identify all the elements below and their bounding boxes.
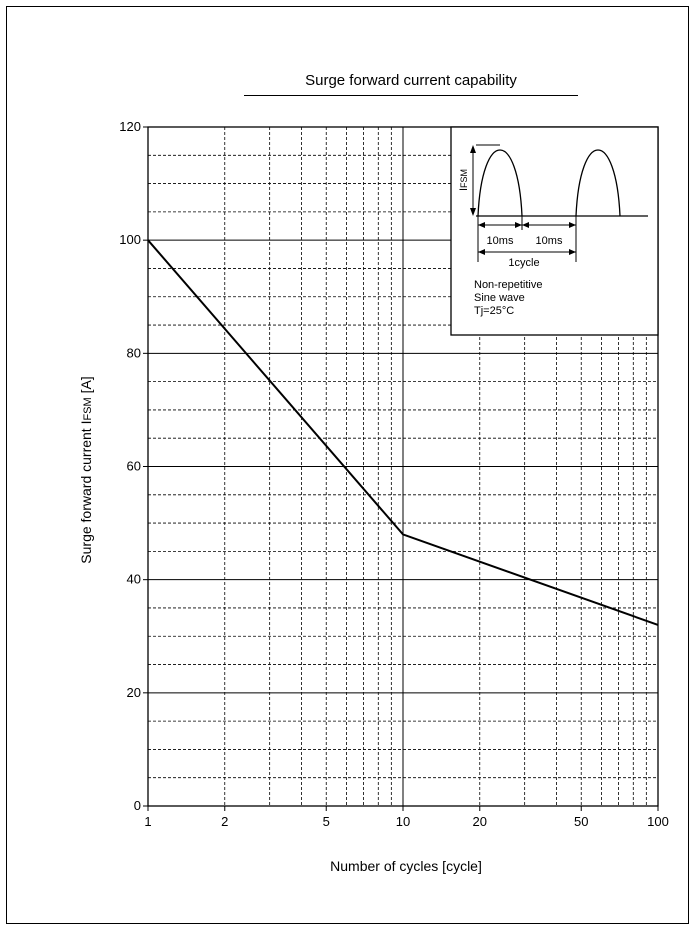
x-tick-label: 10: [396, 814, 410, 829]
y-tick-label: 100: [119, 232, 141, 247]
grid: [148, 127, 658, 806]
chart-title: Surge forward current capability: [305, 72, 517, 89]
inset-cycle-label: 1cycle: [508, 257, 539, 269]
y-tick-label: 80: [127, 345, 141, 360]
y-tick-label: 40: [127, 572, 141, 587]
y-tick-label: 0: [134, 798, 141, 813]
y-axis-label-sub: FSM: [82, 397, 94, 420]
x-tick-label: 2: [221, 814, 228, 829]
inset-arrow-down: [470, 208, 476, 216]
x-tick-label: 5: [323, 814, 330, 829]
tick-labels: 1 2 5 10 20 50 100 0 20 40 60 80 100 120: [119, 119, 669, 829]
inset-ifsm-label: IFSM: [458, 169, 470, 191]
inset-diagram: IFSM 10ms 10ms 1cycle Non-repetitive Sin…: [450, 126, 659, 336]
x-tick-label: 100: [647, 814, 669, 829]
title-underline: [244, 95, 578, 96]
y-tick-label: 20: [127, 685, 141, 700]
inset-note-1: Non-repetitive: [474, 279, 542, 291]
y-tick-label: 60: [127, 459, 141, 474]
inset-box: [450, 126, 659, 336]
inset-note-3: Tj=25°C: [474, 305, 514, 317]
series-line: [147, 239, 659, 626]
inset-10ms-label-1: 10ms: [487, 235, 514, 247]
x-tick-label: 1: [144, 814, 151, 829]
inset-10ms-label-2: 10ms: [536, 235, 563, 247]
inset-pulse-2: [575, 149, 621, 217]
y-axis-label: Surge forward current IFSM [A]: [78, 376, 94, 563]
figure-frame: [6, 6, 689, 924]
x-tick-label: 50: [574, 814, 588, 829]
y-tick-label: 120: [119, 119, 141, 134]
y-axis-label-main: Surge forward current I: [78, 421, 94, 564]
inset-arrow-up: [470, 145, 476, 153]
x-tick-label: 20: [473, 814, 487, 829]
x-axis-label: Number of cycles [cycle]: [330, 858, 482, 874]
series: [147, 239, 659, 626]
inset-note-2: Sine wave: [474, 292, 525, 304]
y-axis-label-unit: [A]: [78, 376, 94, 397]
inset-pulse-1: [477, 149, 523, 217]
